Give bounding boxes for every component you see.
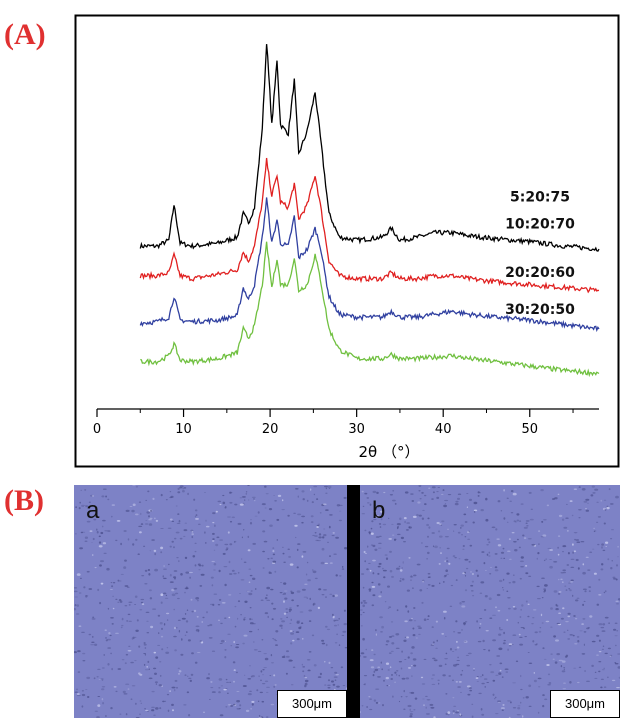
x-tick-label: 0 (93, 422, 101, 437)
series-labels: 5:20:75 10:20:70 20:20:60 30:20:50 (505, 190, 575, 319)
x-tick-label: 10 (175, 422, 192, 437)
series-label: 20:20:60 (505, 265, 575, 281)
micrograph-a-scalebar: 300μm (277, 690, 347, 718)
x-tick-label: 30 (348, 422, 365, 437)
series-line (140, 241, 600, 378)
micrograph-a: a 300μm (74, 485, 347, 718)
x-tick-label: 20 (262, 422, 279, 437)
x-ticks: 0 10 20 30 40 50 (93, 409, 574, 437)
series-line (139, 44, 600, 252)
micrograph-b-scalebar: 300μm (550, 690, 620, 718)
micrograph-b-image (360, 485, 620, 718)
micrograph-background (360, 485, 620, 718)
x-tick-label: 40 (435, 422, 452, 437)
series-line (139, 197, 600, 333)
micrograph-b: b 300μm (360, 485, 620, 718)
x-tick-label: 50 (521, 422, 538, 437)
series-label: 5:20:75 (510, 190, 570, 206)
series-label: 10:20:70 (505, 216, 575, 232)
micrograph-a-image (74, 485, 347, 718)
panel-label-b: (B) (4, 484, 44, 517)
series-label: 30:20:50 (505, 302, 575, 318)
micrograph-a-letter: a (86, 497, 100, 524)
series-line (139, 157, 600, 294)
series-lines (139, 44, 600, 378)
panel-divider (347, 485, 360, 718)
micrograph-b-letter: b (372, 497, 386, 524)
x-axis-label: 2θ （°） (359, 443, 420, 461)
micrograph-background (74, 485, 347, 718)
panel-label-a: (A) (4, 18, 46, 51)
xrd-chart-svg: 0 10 20 30 40 50 5:20:75 10:20:70 20:20:60 30:20… (74, 14, 620, 468)
xrd-chart: 0 10 20 30 40 50 5:20:75 10:20:70 20:20:60 30:20… (74, 14, 620, 468)
